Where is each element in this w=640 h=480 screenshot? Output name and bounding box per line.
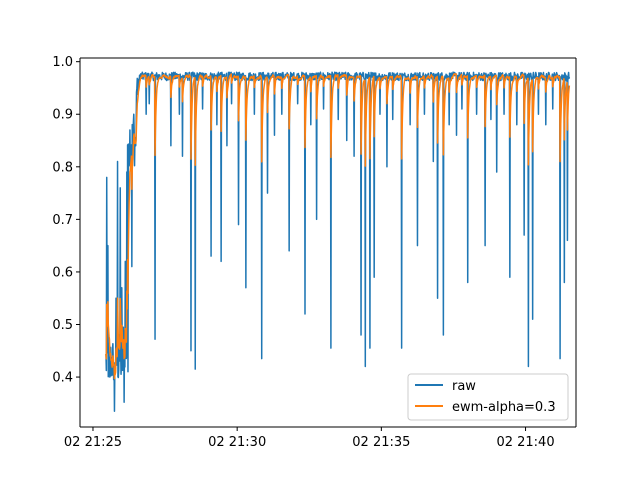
y-tick-label-5: 0.9 (52, 108, 73, 123)
x-tick-label-1: 02 21:30 (208, 435, 266, 450)
x-tick-label-0: 02 21:25 (64, 435, 122, 450)
y-tick-label-3: 0.7 (52, 213, 73, 228)
x-tick-label-3: 02 21:40 (496, 435, 554, 450)
series-line-ewm (105, 73, 571, 380)
ticks-layer: 02 21:25 02 21:30 02 21:35 02 21:40 0.4 0.5 0.… (52, 55, 554, 450)
y-tick-label-4: 0.8 (52, 160, 73, 175)
plot-area (80, 58, 576, 427)
y-tick-label-1: 0.5 (52, 318, 73, 333)
legend-box (407, 373, 569, 421)
y-tick-label-0: 0.4 (52, 371, 73, 386)
y-tick-label-6: 1.0 (52, 55, 73, 70)
legend-label-raw: raw (452, 379, 476, 394)
x-tick-label-2: 02 21:35 (352, 435, 410, 450)
y-tick-label-2: 0.6 (52, 265, 73, 280)
legend: raw ewm-alpha=0.3 (407, 373, 569, 421)
legend-label-ewm: ewm-alpha=0.3 (452, 400, 556, 415)
axes-frame (79, 57, 577, 428)
series-layer (105, 71, 571, 412)
